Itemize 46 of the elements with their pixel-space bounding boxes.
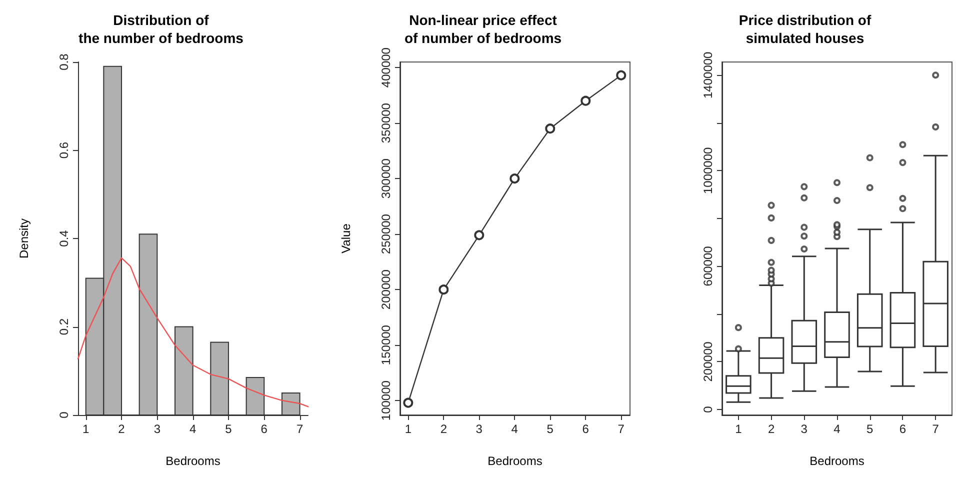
x-tick-label: 2 [440,422,448,436]
y-tick-label: 0 [701,406,715,413]
y-tick-label: 1000000 [701,146,715,194]
y-tick-label: 350000 [379,102,393,144]
y-tick-label: 200000 [701,341,715,382]
x-axis-title: Bedrooms [810,454,864,468]
x-tick-label: 1 [82,422,90,436]
chart-title: Distribution of the number of bedrooms [78,12,244,46]
x-tick-label: 7 [296,422,304,436]
y-tick-label: 100000 [379,380,393,421]
x-axis-title: Bedrooms [488,454,542,468]
y-tick-label: 0.4 [57,230,71,247]
x-tick-label: 7 [932,422,940,436]
x-tick-label: 6 [899,422,906,436]
y-axis-title: Density [17,218,31,259]
chart-title: Non-linear price effect of number of bedrooms [404,12,562,46]
y-tick-label: 1400000 [701,51,715,98]
x-tick-label: 6 [260,422,268,436]
y-tick-label: 0.6 [57,142,71,159]
y-tick-label: 200000 [379,269,393,310]
x-tick-label: 4 [834,422,841,436]
y-tick-label: 400000 [379,47,393,88]
x-tick-label: 5 [546,422,554,436]
x-tick-label: 3 [476,422,483,436]
chart-title: Price distribution of simulated houses [738,12,872,46]
x-tick-label: 6 [582,422,590,436]
x-tick-label: 1 [404,422,412,436]
y-tick-label: 0 [57,411,71,418]
y-tick-label: 0.2 [57,318,71,336]
x-tick-label: 3 [154,422,161,436]
y-tick-label: 600000 [701,246,715,286]
y-tick-label: 150000 [379,324,393,366]
x-tick-label: 4 [189,422,196,436]
x-tick-label: 1 [735,422,742,436]
x-tick-label: 2 [118,422,126,436]
x-tick-label: 3 [800,422,808,436]
y-tick-label: 300000 [379,158,393,199]
x-tick-label: 2 [768,422,775,436]
x-axis-title: Bedrooms [166,454,220,468]
x-tick-label: 5 [225,422,232,436]
x-tick-label: 5 [866,422,874,436]
x-tick-label: 7 [618,422,625,436]
y-tick-label: 250000 [379,214,393,254]
y-tick-label: 0.8 [57,53,71,70]
y-axis-title: Value [339,223,353,254]
x-tick-label: 4 [511,422,518,436]
